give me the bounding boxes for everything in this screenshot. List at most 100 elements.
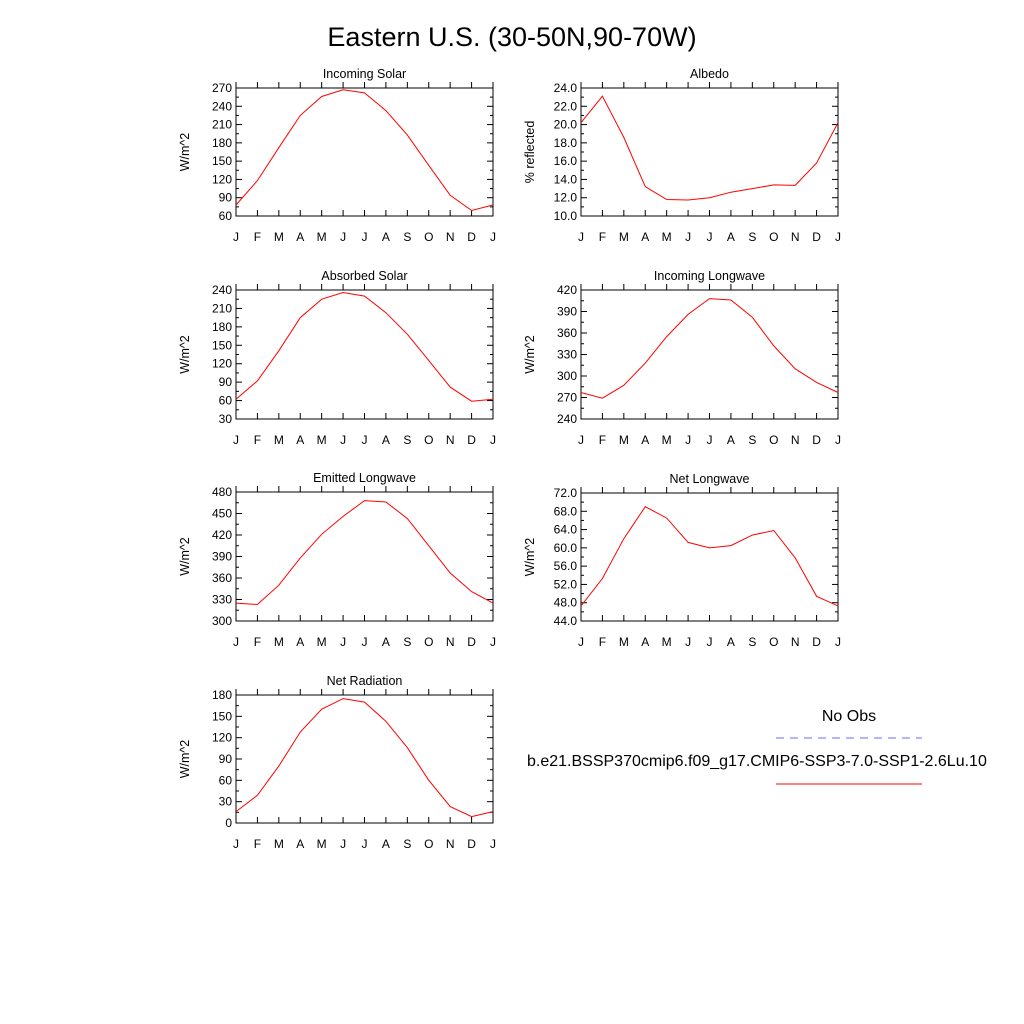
absorbed-solar-ytick-label: 150	[212, 338, 232, 352]
incoming-longwave-xtick-label: A	[727, 433, 735, 447]
emitted-longwave-ytick-label: 330	[212, 593, 232, 607]
incoming-solar-xtick-label: F	[254, 230, 261, 244]
net-longwave-xtick-label: D	[812, 635, 821, 649]
albedo-xtick-label: J	[578, 230, 584, 244]
incoming-longwave-xtick-label: F	[599, 433, 606, 447]
incoming-longwave-ylabel: W/m^2	[523, 335, 537, 374]
net-radiation-frame	[235, 694, 494, 824]
emitted-longwave-xtick-label: F	[254, 635, 261, 649]
incoming-solar-ytick-label: 90	[219, 191, 233, 205]
incoming-solar-xtick-label: J	[490, 230, 496, 244]
net-longwave-xtick-label: A	[641, 635, 649, 649]
albedo-ytick-label: 24.0	[554, 81, 578, 95]
incoming-longwave-xtick-label: O	[769, 433, 778, 447]
net-longwave-ytick-label: 72.0	[554, 486, 578, 500]
legend-model-label: b.e21.BSSP370cmip6.f09_g17.CMIP6-SSP3-7.…	[527, 753, 987, 770]
incoming-solar-xtick-label: S	[403, 230, 411, 244]
incoming-solar-xtick-label: A	[296, 230, 304, 244]
net-radiation-xtick-label: A	[382, 837, 390, 851]
net-radiation-ytick-label: 90	[219, 752, 233, 766]
absorbed-solar-xtick-label: A	[382, 433, 390, 447]
albedo-xtick-label: D	[812, 230, 821, 244]
albedo-xtick-label: J	[685, 230, 691, 244]
net-longwave-ytick-label: 68.0	[554, 504, 578, 518]
absorbed-solar-series-line	[235, 291, 494, 402]
emitted-longwave-xtick-label: J	[490, 635, 496, 649]
emitted-longwave-xtick-label: S	[403, 635, 411, 649]
net-longwave-xtick-label: O	[769, 635, 778, 649]
albedo-xtick-label: N	[791, 230, 800, 244]
albedo-xtick-label: O	[769, 230, 778, 244]
albedo-ytick-label: 12.0	[554, 191, 578, 205]
albedo-xtick-label: M	[662, 230, 672, 244]
incoming-longwave-frame	[580, 289, 839, 420]
emitted-longwave-ytick-label: 420	[212, 528, 232, 542]
net-radiation-ytick-label: 60	[219, 773, 233, 787]
incoming-solar-ytick-label: 120	[212, 172, 232, 186]
absorbed-solar-xtick-label: F	[254, 433, 261, 447]
incoming-longwave-xtick-label: M	[662, 433, 672, 447]
incoming-solar-ytick-label: 60	[219, 209, 233, 223]
emitted-longwave-xtick-label: J	[233, 635, 239, 649]
emitted-longwave-xtick-label: A	[382, 635, 390, 649]
net-radiation-xtick-label: M	[317, 837, 327, 851]
net-longwave-frame	[580, 492, 839, 622]
absorbed-solar-title: Absorbed Solar	[321, 269, 407, 283]
legend-obs-label: No Obs	[822, 708, 876, 725]
absorbed-solar-xtick-label: J	[340, 433, 346, 447]
incoming-longwave-xtick-label: J	[835, 433, 841, 447]
absorbed-solar-ytick-label: 60	[219, 394, 233, 408]
absorbed-solar-ytick-label: 120	[212, 357, 232, 371]
net-longwave-xtick-label: J	[835, 635, 841, 649]
incoming-solar-ytick-label: 240	[212, 99, 232, 113]
incoming-solar-xtick-label: M	[317, 230, 327, 244]
emitted-longwave-xtick-label: D	[467, 635, 476, 649]
emitted-longwave-xtick-label: J	[340, 635, 346, 649]
incoming-solar-xtick-label: J	[362, 230, 368, 244]
incoming-longwave-title: Incoming Longwave	[654, 269, 765, 283]
incoming-solar-title: Incoming Solar	[323, 67, 406, 81]
albedo-frame	[580, 87, 839, 217]
absorbed-solar-ytick-label: 210	[212, 301, 232, 315]
emitted-longwave-title: Emitted Longwave	[313, 471, 416, 485]
net-longwave-xtick-label: F	[599, 635, 606, 649]
net-longwave-xtick-label: S	[748, 635, 756, 649]
net-radiation-xtick-label: O	[424, 837, 433, 851]
albedo-ytick-label: 16.0	[554, 154, 578, 168]
incoming-longwave-xtick-label: M	[619, 433, 629, 447]
albedo-ylabel: % reflected	[523, 121, 537, 184]
incoming-longwave-xtick-label: J	[578, 433, 584, 447]
albedo-ytick-label: 20.0	[554, 118, 578, 132]
incoming-solar-xtick-label: M	[274, 230, 284, 244]
absorbed-solar-xtick-label: J	[490, 433, 496, 447]
figure-title: Eastern U.S. (30-50N,90-70W)	[327, 22, 696, 52]
absorbed-solar-ytick-label: 30	[219, 412, 233, 426]
incoming-longwave-xtick-label: J	[685, 433, 691, 447]
net-longwave-ytick-label: 60.0	[554, 541, 578, 555]
emitted-longwave-xtick-label: M	[317, 635, 327, 649]
net-radiation-xtick-label: J	[490, 837, 496, 851]
net-longwave-xtick-label: J	[578, 635, 584, 649]
albedo-ytick-label: 14.0	[554, 172, 578, 186]
net-radiation-xtick-label: J	[362, 837, 368, 851]
incoming-longwave-series-line	[580, 298, 839, 399]
net-radiation-xtick-label: J	[340, 837, 346, 851]
net-longwave-xtick-label: M	[619, 635, 629, 649]
incoming-longwave-xtick-label: A	[641, 433, 649, 447]
net-radiation-xtick-label: S	[403, 837, 411, 851]
incoming-longwave-ytick-label: 270	[557, 391, 577, 405]
emitted-longwave-series-line	[235, 500, 494, 606]
incoming-longwave-ytick-label: 360	[557, 326, 577, 340]
emitted-longwave-xtick-label: O	[424, 635, 433, 649]
emitted-longwave-ylabel: W/m^2	[178, 537, 192, 576]
emitted-longwave-xtick-label: N	[446, 635, 455, 649]
net-longwave-ytick-label: 48.0	[554, 596, 578, 610]
net-radiation-ytick-label: 0	[225, 816, 232, 830]
incoming-solar-series-line	[235, 89, 494, 212]
net-radiation-xtick-label: M	[274, 837, 284, 851]
